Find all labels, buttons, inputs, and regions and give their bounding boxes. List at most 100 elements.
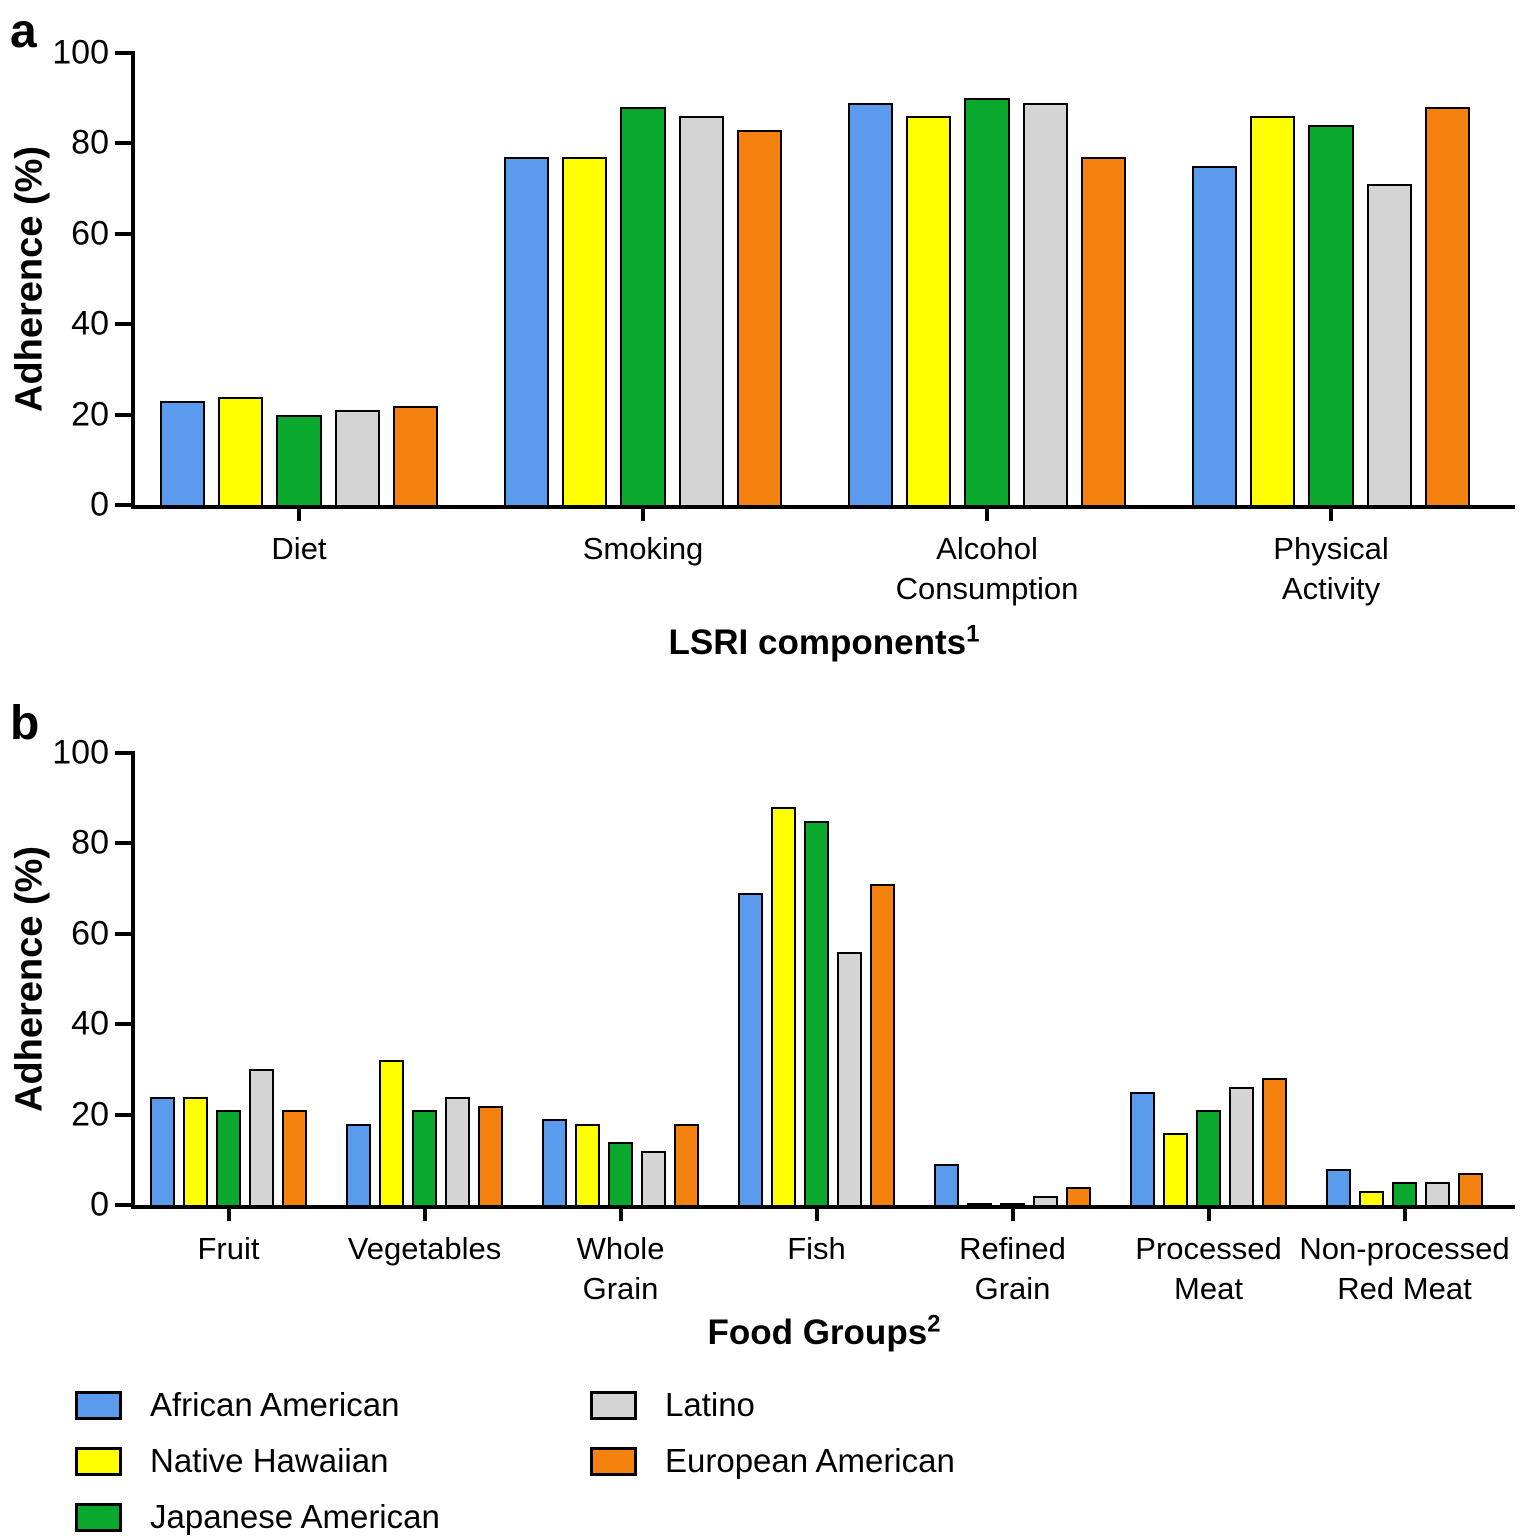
- category-label-fruit: Fruit: [197, 1231, 260, 1266]
- panel-a-y-tick-40: 40: [71, 305, 131, 343]
- bar-group-fruit: [150, 1069, 307, 1205]
- panel-b-x-tick-refined-grain: [1010, 1205, 1015, 1221]
- bar-latino-physical-activity: [1366, 184, 1412, 505]
- bar-group-physical-activity: [1192, 107, 1471, 505]
- bar-japanese-american-diet: [276, 414, 322, 505]
- bar-native-hawaiian-non-processed-red-meat: [1359, 1191, 1384, 1205]
- legend-swatch-japanese-american: [75, 1502, 122, 1532]
- panel-b-y-tick-80: 80: [71, 824, 131, 862]
- legend-item-japanese-american: Japanese American: [75, 1498, 440, 1536]
- panel-a-x-axis-title-superscript: 1: [966, 620, 980, 648]
- panel-a-y-axis-line: [131, 51, 135, 509]
- bar-native-hawaiian-smoking: [562, 156, 608, 505]
- panel-b-y-tick-label-100: 100: [52, 733, 109, 772]
- bar-japanese-american-fruit: [216, 1110, 241, 1205]
- panel-a-y-tick-60: 60: [71, 214, 131, 252]
- bar-african-american-smoking: [504, 156, 550, 505]
- bar-african-american-physical-activity: [1192, 166, 1238, 505]
- panel-a-y-tick-label-100: 100: [52, 33, 109, 72]
- bar-group-fish: [738, 807, 895, 1205]
- panel-b-x-tick-whole-grain: [618, 1205, 623, 1221]
- legend-label-african-american: African American: [150, 1386, 400, 1423]
- panel-a-y-tick-label-20: 20: [71, 395, 109, 434]
- panel-b-x-tick-fruit: [226, 1205, 231, 1221]
- bar-african-american-alcohol-consumption: [848, 102, 894, 505]
- bar-european-american-whole-grain: [674, 1123, 699, 1205]
- category-label-whole-grain: Whole Grain: [576, 1231, 665, 1307]
- panel-a-x-axis-line: [131, 505, 1515, 509]
- panel-a-y-tick-100: 100: [52, 34, 131, 72]
- bar-latino-alcohol-consumption: [1022, 102, 1068, 505]
- bar-group-vegetables: [346, 1060, 503, 1205]
- panel-a-y-axis-title: Adherence (%): [8, 145, 51, 413]
- bar-latino-refined-grain: [1033, 1195, 1058, 1205]
- panel-b-x-tick-fish: [814, 1205, 819, 1221]
- legend-item-native-hawaiian: Native Hawaiian: [75, 1442, 388, 1480]
- bar-japanese-american-physical-activity: [1308, 125, 1354, 505]
- bar-latino-processed-meat: [1229, 1087, 1254, 1205]
- bar-latino-fruit: [249, 1069, 274, 1205]
- panel-b-y-tick-label-20: 20: [71, 1095, 109, 1134]
- bar-european-american-alcohol-consumption: [1080, 156, 1127, 505]
- panel-b-y-tick-100: 100: [52, 734, 131, 772]
- bar-latino-whole-grain: [641, 1150, 666, 1205]
- bar-japanese-american-non-processed-red-meat: [1392, 1182, 1417, 1205]
- bar-native-hawaiian-diet: [218, 396, 264, 505]
- bar-european-american-smoking: [736, 129, 783, 505]
- panel-a-y-tick-label-80: 80: [71, 123, 109, 162]
- bar-european-american-vegetables: [478, 1105, 503, 1205]
- panel-a-y-tick-0: 0: [90, 486, 131, 524]
- panel-b-letter: b: [10, 697, 40, 750]
- bar-native-hawaiian-alcohol-consumption: [906, 116, 952, 505]
- legend-label-european-american: European American: [665, 1442, 955, 1479]
- bar-latino-diet: [334, 410, 380, 505]
- panel-b-x-axis-title-superscript: 2: [927, 1310, 941, 1338]
- panel-a-y-tick-label-0: 0: [90, 485, 109, 524]
- bar-european-american-fruit: [282, 1110, 307, 1205]
- panel-b-y-tick-60: 60: [71, 914, 131, 952]
- legend-item-latino: Latino: [590, 1386, 755, 1424]
- bar-native-hawaiian-refined-grain: [967, 1202, 992, 1205]
- bar-group-processed-meat: [1130, 1078, 1287, 1205]
- bar-group-smoking: [504, 107, 783, 505]
- bar-african-american-fruit: [150, 1096, 175, 1205]
- panel-b-y-tick-label-40: 40: [71, 1004, 109, 1043]
- bar-latino-non-processed-red-meat: [1425, 1182, 1450, 1205]
- bar-european-american-refined-grain: [1066, 1186, 1091, 1205]
- category-label-fish: Fish: [787, 1231, 846, 1266]
- panel-b-x-tick-non-processed-red-meat: [1402, 1205, 1407, 1221]
- bar-native-hawaiian-fish: [771, 807, 796, 1205]
- panel-b-y-tick-0: 0: [90, 1186, 131, 1224]
- panel-a-y-tick-label-60: 60: [71, 214, 109, 253]
- bar-african-american-fish: [738, 893, 763, 1205]
- panel-b-y-tick-label-0: 0: [90, 1185, 109, 1224]
- panel-b-x-axis-title: Food Groups2: [707, 1310, 941, 1353]
- panel-b-y-tick-label-80: 80: [71, 823, 109, 862]
- bar-european-american-non-processed-red-meat: [1458, 1173, 1483, 1205]
- bar-japanese-american-processed-meat: [1196, 1110, 1221, 1205]
- bar-european-american-physical-activity: [1424, 107, 1471, 505]
- bar-african-american-non-processed-red-meat: [1326, 1168, 1351, 1205]
- category-label-physical-activity: Physical Activity: [1273, 531, 1389, 607]
- panel-b-y-tick-40: 40: [71, 1005, 131, 1043]
- panel-b-y-axis-line: [131, 751, 135, 1209]
- category-label-vegetables: Vegetables: [347, 1231, 502, 1266]
- panel-a-y-tick-20: 20: [71, 395, 131, 433]
- legend-label-japanese-american: Japanese American: [150, 1498, 440, 1535]
- panel-a-x-axis-title: LSRI components1: [669, 620, 980, 663]
- bar-native-hawaiian-whole-grain: [575, 1123, 600, 1205]
- bar-group-non-processed-red-meat: [1326, 1168, 1483, 1205]
- category-label-diet: Diet: [271, 531, 327, 566]
- bar-japanese-american-refined-grain: [1000, 1202, 1025, 1205]
- category-label-alcohol-consumption: Alcohol Consumption: [895, 531, 1079, 607]
- bar-group-refined-grain: [934, 1164, 1091, 1205]
- bar-latino-fish: [837, 951, 862, 1205]
- bar-group-diet: [160, 396, 439, 505]
- bar-japanese-american-smoking: [620, 107, 666, 505]
- panel-a-y-tick-label-40: 40: [71, 304, 109, 343]
- panel-a-x-tick-diet: [297, 505, 301, 521]
- bar-japanese-american-vegetables: [412, 1110, 437, 1205]
- bar-group-whole-grain: [542, 1119, 699, 1205]
- bar-native-hawaiian-processed-meat: [1163, 1132, 1188, 1205]
